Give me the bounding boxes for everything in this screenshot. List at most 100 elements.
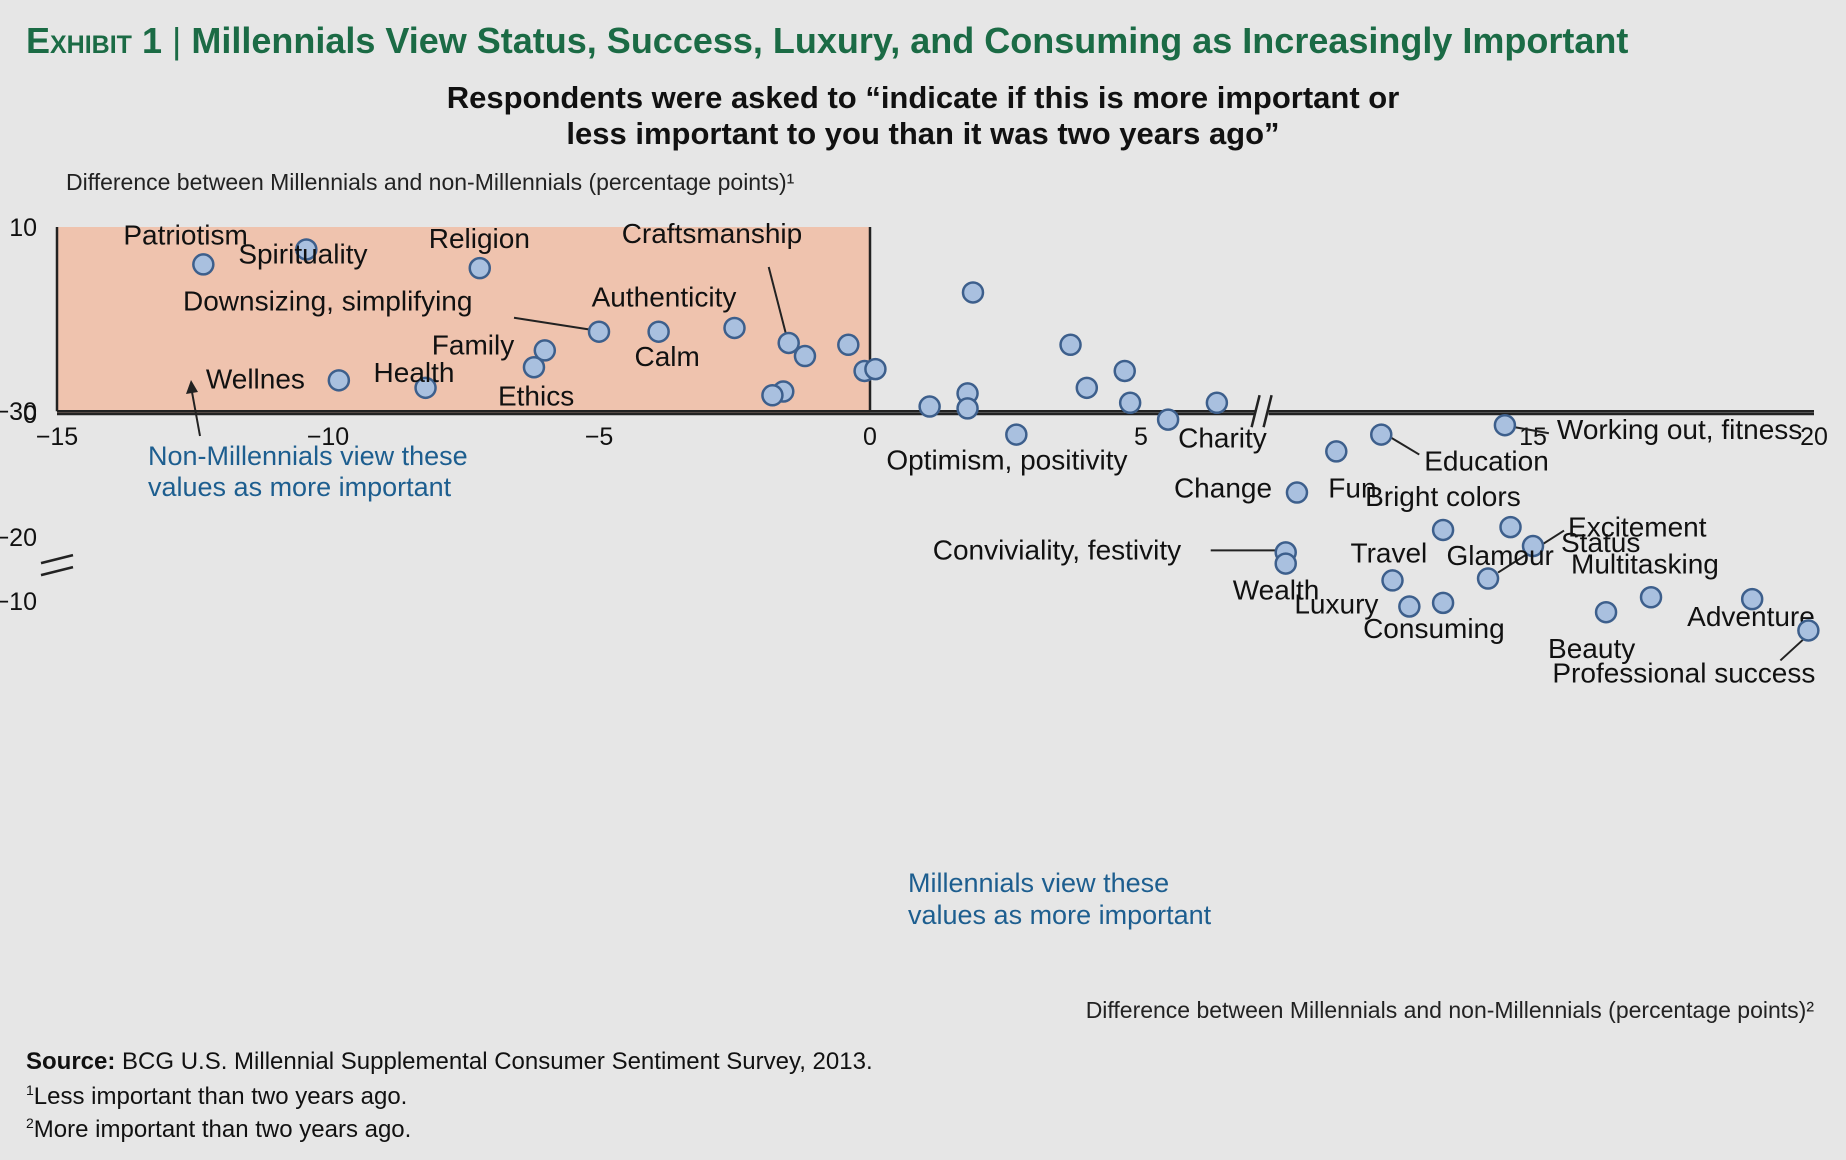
data-point: [837, 333, 860, 357]
data-point: [1431, 591, 1455, 615]
point-label: Fun: [1328, 472, 1376, 503]
data-point: [1059, 333, 1082, 357]
point-label: Wealth: [1233, 575, 1320, 606]
point-label: Craftsmanship: [622, 218, 803, 249]
point-label: Consuming: [1363, 613, 1505, 644]
x-axis-break-mark: [1262, 394, 1273, 428]
data-point: [533, 339, 557, 362]
data-point: [918, 395, 941, 418]
data-point: [723, 316, 746, 340]
point-label: Religion: [429, 223, 530, 254]
y-axis-title: Difference between Millennials and non-M…: [66, 169, 795, 195]
footnote-2-text: More important than two years ago.: [33, 1116, 412, 1143]
data-point: [1594, 600, 1618, 624]
footnote-1: 1Less important than two years ago.: [26, 1082, 407, 1111]
point-label: Optimism, positivity: [886, 445, 1127, 476]
data-point: [1113, 359, 1136, 383]
data-point: [793, 344, 817, 368]
y-tick-label: −30: [0, 398, 37, 426]
data-point: [1639, 586, 1663, 609]
point-label: Authenticity: [592, 282, 737, 313]
exhibit-title-text: Millennials View Status, Success, Luxury…: [191, 20, 1629, 61]
data-point: [761, 384, 784, 407]
data-point: [1274, 552, 1297, 575]
data-point: [1797, 619, 1820, 642]
x-axis-title: Difference between Millennials and non-M…: [1086, 997, 1815, 1023]
data-point: [956, 397, 979, 420]
point-label: Family: [432, 329, 514, 360]
y-tick-label: 10: [9, 214, 37, 242]
point-label: Spirituality: [238, 238, 367, 269]
non-millennial-quadrant: [57, 227, 870, 414]
data-point: [1521, 534, 1545, 558]
data-point: [1005, 423, 1028, 446]
annotation-non-millennials: Non-Millennials view these: [148, 441, 468, 471]
data-point: [522, 356, 546, 379]
x-tick-label: 0: [863, 423, 877, 451]
data-point: [587, 320, 611, 343]
exhibit-number: Exhibit 1: [26, 20, 162, 61]
point-label: Conviviality, festivity: [933, 534, 1181, 565]
data-point: [1118, 391, 1142, 415]
point-label: Professional success: [1552, 657, 1815, 688]
data-point: [864, 357, 887, 381]
point-label: Glamour: [1447, 540, 1554, 571]
data-point: [1431, 518, 1455, 542]
point-label: Downsizing, simplifying: [183, 286, 472, 317]
y-axis-break-mark: [40, 553, 74, 565]
data-point: [1285, 481, 1309, 504]
data-point: [468, 256, 492, 280]
point-leader-line: [1388, 435, 1420, 456]
x-tick-label: 5: [1134, 423, 1148, 451]
data-point: [192, 253, 215, 276]
x-tick-label: 20: [1800, 423, 1828, 451]
data-point: [327, 369, 351, 392]
data-point: [414, 376, 437, 400]
subtitle-line-2: less important to you than it was two ye…: [566, 116, 1280, 151]
data-point: [1156, 408, 1180, 431]
point-label: Travel: [1351, 537, 1428, 568]
source-line: Source: BCG U.S. Millennial Supplemental…: [26, 1048, 873, 1076]
data-point: [1205, 391, 1229, 415]
point-leader-line: [513, 316, 592, 331]
data-point: [1075, 376, 1099, 400]
point-label: Beauty: [1548, 633, 1635, 664]
data-point: [1499, 515, 1522, 539]
data-point: [1381, 569, 1404, 592]
data-point: [1740, 587, 1764, 611]
data-point: [1370, 423, 1393, 446]
data-point: [1476, 567, 1500, 590]
y-tick-label: −10: [0, 588, 37, 616]
annotation-arrow-head: [186, 380, 198, 394]
data-point: [961, 281, 985, 304]
title-separator: |: [171, 20, 182, 61]
data-point: [1398, 595, 1421, 618]
data-point: [647, 320, 670, 343]
footnote-2: 2More important than two years ago.: [26, 1115, 411, 1144]
point-label: Working out, fitness: [1557, 414, 1802, 445]
y-tick-label: −20: [0, 524, 37, 552]
point-label: Health: [374, 357, 455, 388]
footnote-1-text: Less important than two years ago.: [33, 1083, 408, 1110]
point-label: Excitement: [1568, 512, 1707, 543]
point-label: Patriotism: [123, 219, 247, 250]
subtitle-line-1: Respondents were asked to “indicate if t…: [446, 80, 1400, 115]
data-point: [1493, 413, 1517, 437]
data-point: [777, 331, 800, 355]
exhibit-title: Exhibit 1 | Millennials View Status, Succe…: [26, 20, 1628, 62]
point-leader-line: [1514, 426, 1550, 435]
y-axis-break-mark: [40, 565, 74, 577]
point-label: Charity: [1178, 423, 1267, 454]
point-leader-line: [1779, 637, 1806, 662]
point-label: Status: [1561, 527, 1640, 558]
point-label: Change: [1174, 473, 1272, 504]
point-label: Wellnes: [206, 363, 305, 394]
x-axis-break-mark: [1250, 394, 1261, 428]
data-point: [295, 238, 318, 261]
point-label: Bright colors: [1365, 481, 1521, 512]
footnote-1-mark: 1: [26, 1082, 34, 1098]
point-label: Calm: [635, 341, 700, 372]
point-label: Luxury: [1294, 589, 1378, 620]
source-text: BCG U.S. Millennial Supplemental Consume…: [122, 1048, 873, 1075]
